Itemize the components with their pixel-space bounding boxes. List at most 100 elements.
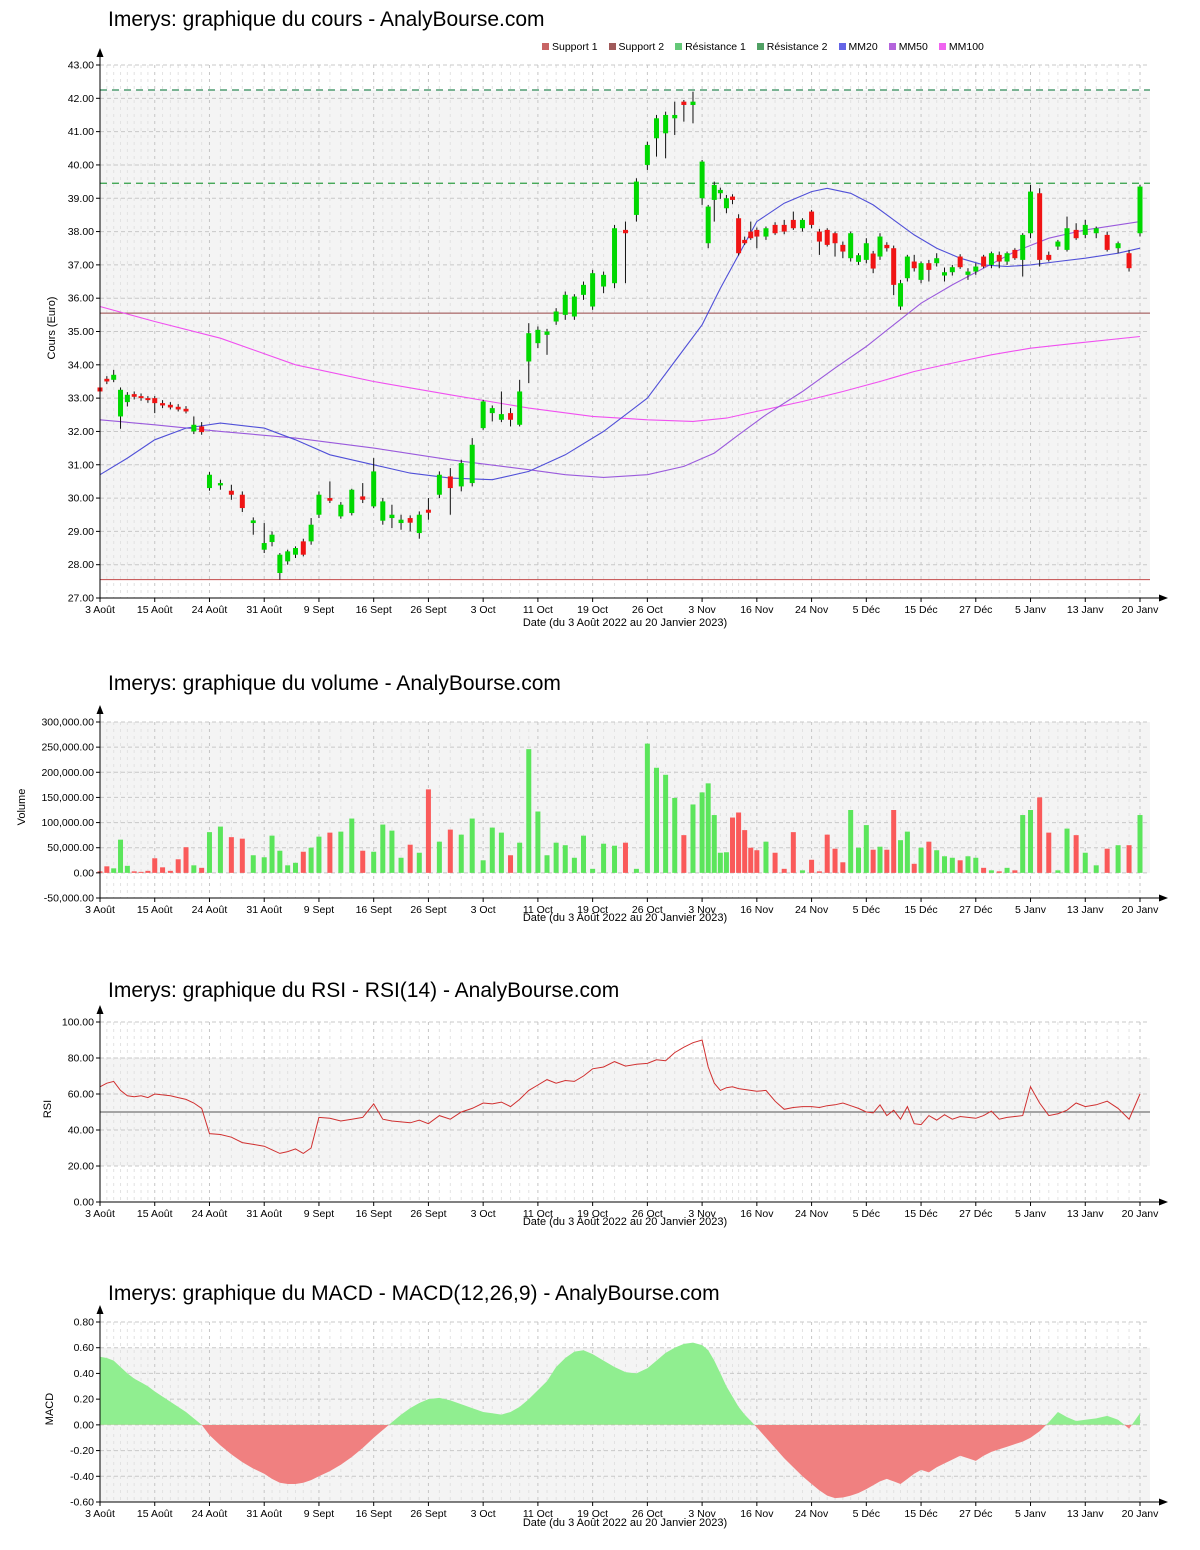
candle	[601, 274, 607, 287]
y-tick-label: 0.00	[74, 1419, 95, 1431]
candle	[338, 504, 344, 517]
x-tick-label: 16 Nov	[740, 1508, 774, 1520]
candle	[380, 501, 386, 521]
volume-bar	[553, 842, 559, 873]
x-tick-label: 15 Déc	[904, 1208, 937, 1220]
price-x-axis-title: Date (du 3 Août 2022 au 20 Janvier 2023)	[522, 617, 728, 629]
x-tick-label: 15 Août	[137, 1508, 173, 1520]
volume-bar	[863, 825, 869, 873]
volume-bar	[447, 829, 453, 873]
y-tick-label: -0.60	[70, 1497, 94, 1509]
y-tick-label: 32.00	[68, 426, 94, 438]
y-tick-label: 28.00	[68, 559, 94, 571]
y-tick-label: 29.00	[68, 526, 94, 538]
volume-bar	[790, 832, 796, 873]
y-tick-label: 0.80	[74, 1317, 95, 1329]
x-tick-label: 13 Janv	[1067, 1508, 1105, 1520]
x-tick-label: 5 Déc	[853, 1208, 880, 1220]
candle	[581, 284, 587, 295]
x-tick-label: 15 Déc	[904, 1508, 937, 1520]
candle	[730, 196, 736, 200]
y-tick-label: 0.40	[74, 1368, 95, 1380]
y-tick-label: 34.00	[68, 359, 94, 371]
x-tick-label: 3 Août	[85, 1208, 115, 1220]
x-tick-label: 24 Nov	[795, 1208, 829, 1220]
x-tick-label: 13 Janv	[1067, 604, 1105, 616]
volume-bar	[183, 847, 189, 873]
volume-bar	[535, 811, 541, 873]
candle	[918, 263, 924, 280]
x-tick-label: 24 Nov	[795, 1508, 829, 1520]
candle	[285, 551, 291, 562]
volume-bar	[965, 856, 971, 873]
volume-bar	[711, 815, 717, 873]
volume-bar	[1012, 870, 1018, 873]
y-tick-label: 300,000.00	[41, 717, 94, 729]
candle	[633, 181, 639, 215]
volume-bar	[934, 850, 940, 873]
x-tick-label: 3 Août	[85, 1508, 115, 1520]
macd-chart-title: Imerys: graphique du MACD - MACD(12,26,9…	[108, 1282, 720, 1305]
candle	[705, 206, 711, 244]
volume-bar	[898, 840, 904, 873]
candle	[891, 248, 897, 285]
candle	[855, 255, 861, 262]
x-axis-arrow-icon	[1159, 894, 1168, 902]
y-tick-label: 0.00	[74, 1197, 95, 1209]
volume-bar	[748, 847, 754, 873]
candle	[1137, 186, 1143, 234]
x-tick-label: 27 Déc	[959, 1208, 992, 1220]
candle	[469, 444, 475, 484]
x-tick-label: 16 Nov	[740, 604, 774, 616]
volume-bar	[261, 857, 267, 873]
rsi-x-axis-title: Date (du 3 Août 2022 au 20 Janvier 2023)	[522, 1216, 728, 1228]
x-tick-label: 24 Août	[192, 1508, 228, 1520]
volume-bar	[644, 743, 650, 873]
volume-bar	[308, 847, 314, 873]
candle	[612, 228, 618, 284]
volume-bar	[633, 868, 639, 873]
candle	[772, 224, 778, 234]
candle	[371, 471, 377, 507]
candle	[308, 524, 314, 542]
volume-bar	[167, 870, 173, 873]
x-tick-label: 26 Sept	[410, 1508, 446, 1520]
candle	[131, 394, 137, 397]
x-tick-label: 15 Août	[137, 904, 173, 916]
volume-bar	[285, 865, 291, 873]
legend-item: MM100	[938, 41, 984, 53]
candle	[1004, 253, 1010, 262]
x-tick-label: 26 Oct	[632, 604, 663, 616]
candle	[965, 271, 971, 275]
volume-bar	[730, 817, 736, 873]
y-tick-label: 36.00	[68, 293, 94, 305]
candle	[848, 233, 854, 259]
candle	[104, 378, 110, 382]
x-tick-label: 15 Déc	[904, 904, 937, 916]
volume-bar	[653, 767, 659, 873]
volume-bar	[349, 818, 355, 873]
volume-bar	[327, 832, 333, 873]
x-tick-label: 9 Sept	[304, 604, 334, 616]
candle	[699, 161, 705, 199]
x-tick-label: 20 Janv	[1122, 1508, 1160, 1520]
candle	[690, 101, 696, 105]
volume-bar	[824, 834, 830, 873]
y-tick-label: -0.20	[70, 1445, 94, 1457]
volume-bar	[848, 810, 854, 873]
candle	[175, 406, 181, 410]
x-tick-label: 31 Août	[246, 904, 282, 916]
x-tick-label: 31 Août	[246, 604, 282, 616]
candle	[489, 408, 495, 414]
x-tick-label: 27 Déc	[959, 904, 992, 916]
volume-bar	[145, 870, 151, 873]
x-tick-label: 31 Août	[246, 1508, 282, 1520]
x-tick-label: 24 Août	[192, 1208, 228, 1220]
x-tick-label: 5 Déc	[853, 604, 880, 616]
volume-bar	[458, 834, 464, 873]
legend-swatch-icon	[542, 43, 549, 50]
legend-item: Support 1	[542, 41, 598, 53]
volume-bar	[736, 812, 742, 873]
volume-bar	[918, 847, 924, 873]
x-tick-label: 3 Nov	[688, 604, 716, 616]
